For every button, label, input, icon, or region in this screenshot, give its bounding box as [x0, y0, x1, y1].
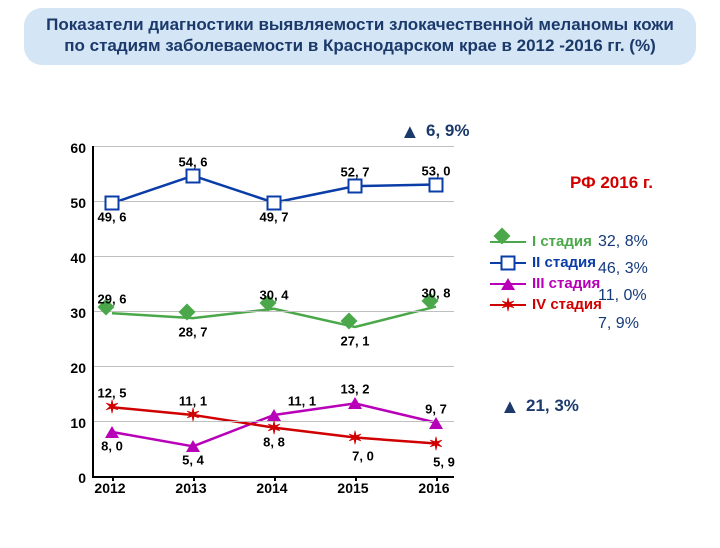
- data-point: [105, 196, 120, 211]
- rf-value: 11, 0%: [598, 282, 648, 309]
- data-point: [429, 177, 444, 192]
- data-label: 5, 4: [182, 453, 204, 468]
- y-axis-label: 60: [52, 140, 86, 156]
- plot-region: 29, 6 28, 7 30, 4 27, 1 30, 8 49, 6 54, 6 49, 7…: [92, 146, 454, 478]
- data-label: 28, 7: [179, 325, 208, 340]
- y-axis-label: 20: [52, 360, 86, 376]
- up-arrow-label: 6, 9%: [426, 121, 469, 141]
- data-point: ✶: [185, 410, 200, 420]
- data-label: 29, 6: [98, 292, 127, 307]
- x-axis-label: 2012: [80, 480, 140, 496]
- rf-value: 7, 9%: [598, 310, 648, 337]
- rf-title: РФ 2016 г.: [570, 173, 653, 193]
- data-label: 5, 9: [433, 454, 455, 469]
- data-label: 53, 0: [422, 163, 451, 178]
- data-label: 54, 6: [179, 154, 208, 169]
- data-label: 27, 1: [341, 333, 370, 348]
- legend-label: IV стадия: [532, 296, 602, 313]
- down-arrow-label: 21, 3%: [526, 396, 579, 416]
- y-axis-label: 50: [52, 195, 86, 211]
- y-axis-label: 10: [52, 415, 86, 431]
- y-axis-label: 40: [52, 250, 86, 266]
- data-label: 11, 1: [179, 393, 207, 408]
- legend-label: I стадия: [532, 233, 592, 250]
- data-point: [106, 307, 118, 319]
- legend-item: I стадия: [490, 233, 602, 250]
- legend-item: ✶IV стадия: [490, 296, 602, 313]
- data-point: [267, 195, 282, 210]
- data-point: [105, 426, 119, 438]
- y-axis-label: 30: [52, 305, 86, 321]
- data-point: [430, 301, 442, 313]
- data-label: 8, 8: [263, 434, 285, 449]
- data-point: [268, 303, 280, 315]
- chart-area: 29, 6 28, 7 30, 4 27, 1 30, 8 49, 6 54, 6 49, 7…: [52, 136, 472, 506]
- data-label: 12, 5: [98, 386, 127, 401]
- data-point: [186, 440, 200, 452]
- data-point: [349, 321, 361, 333]
- data-label: 13, 2: [341, 382, 370, 397]
- legend-item: II стадия: [490, 254, 602, 271]
- data-point: ✶: [428, 439, 443, 449]
- data-label: 30, 8: [422, 285, 451, 300]
- title-banner: Показатели диагностики выявляемости злок…: [24, 8, 696, 65]
- data-label: 49, 6: [98, 210, 127, 225]
- data-point: ✶: [266, 423, 281, 433]
- down-arrow-icon: ▲: [500, 396, 520, 419]
- data-point: [186, 168, 201, 183]
- legend-label: III стадия: [532, 275, 600, 292]
- data-point: ✶: [104, 402, 119, 412]
- data-label: 8, 0: [101, 439, 123, 454]
- legend-label: II стадия: [532, 254, 596, 271]
- x-axis-label: 2013: [161, 480, 221, 496]
- legend-item: III стадия: [490, 275, 602, 292]
- x-axis-label: 2014: [242, 480, 302, 496]
- data-label: 9, 7: [425, 401, 447, 416]
- data-point: ✶: [347, 433, 362, 443]
- data-point: [187, 312, 199, 324]
- up-arrow-icon: ▲: [400, 121, 420, 144]
- data-point: [348, 397, 362, 409]
- data-label: 49, 7: [260, 209, 289, 224]
- data-point: [348, 179, 363, 194]
- rf-value: 46, 3%: [598, 255, 648, 282]
- x-axis-label: 2016: [404, 480, 464, 496]
- data-label: 7, 0: [352, 448, 374, 463]
- data-label: 11, 1: [288, 393, 316, 408]
- legend: I стадия II стадия III стадия ✶IV стадия: [490, 233, 602, 317]
- title-text: Показатели диагностики выявляемости злок…: [46, 15, 674, 55]
- rf-value: 32, 8%: [598, 228, 648, 255]
- x-axis-label: 2015: [323, 480, 383, 496]
- data-label: 52, 7: [341, 165, 370, 180]
- data-point: [429, 417, 443, 429]
- rf-values: 32, 8%46, 3%11, 0%7, 9%: [598, 228, 648, 337]
- data-label: 30, 4: [260, 287, 289, 302]
